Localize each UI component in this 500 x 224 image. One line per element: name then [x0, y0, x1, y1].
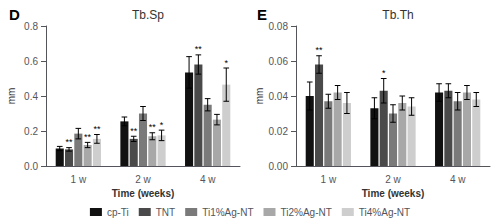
- svg-text:0.8: 0.8: [24, 21, 38, 32]
- svg-text:TNT: TNT: [156, 207, 175, 218]
- svg-text:Time (weeks): Time (weeks): [112, 188, 175, 199]
- svg-text:**: **: [66, 137, 74, 147]
- svg-text:Tb.Th: Tb.Th: [382, 8, 413, 22]
- svg-text:0.0: 0.0: [24, 161, 38, 172]
- svg-text:0.2: 0.2: [24, 126, 38, 137]
- svg-text:D: D: [9, 6, 20, 23]
- svg-text:cp-Ti: cp-Ti: [107, 207, 129, 218]
- svg-text:0.00: 0.00: [269, 161, 289, 172]
- svg-text:4 w: 4 w: [450, 174, 466, 185]
- svg-text:2 w: 2 w: [385, 174, 401, 185]
- svg-text:E: E: [257, 6, 267, 23]
- svg-text:0.06: 0.06: [269, 56, 289, 67]
- svg-text:0.4: 0.4: [24, 91, 38, 102]
- svg-text:4 w: 4 w: [200, 174, 216, 185]
- svg-text:Ti2%Ag-NT: Ti2%Ag-NT: [280, 207, 331, 218]
- svg-text:0.08: 0.08: [269, 21, 289, 32]
- svg-text:**: **: [316, 45, 324, 55]
- svg-text:*: *: [382, 68, 386, 78]
- svg-text:mm: mm: [254, 88, 265, 105]
- svg-text:Ti1%Ag-NT: Ti1%Ag-NT: [202, 207, 253, 218]
- svg-text:Ti4%Ag-NT: Ti4%Ag-NT: [359, 207, 410, 218]
- svg-text:*: *: [225, 58, 229, 68]
- svg-text:0.6: 0.6: [24, 56, 38, 67]
- svg-text:mm: mm: [6, 88, 17, 105]
- svg-text:**: **: [93, 124, 101, 134]
- svg-text:0.04: 0.04: [269, 91, 289, 102]
- svg-text:1 w: 1 w: [321, 174, 337, 185]
- svg-text:1 w: 1 w: [71, 174, 87, 185]
- svg-text:**: **: [195, 44, 203, 54]
- svg-text:0.02: 0.02: [269, 126, 289, 137]
- svg-text:**: **: [84, 132, 92, 142]
- svg-text:*: *: [160, 120, 164, 130]
- svg-text:**: **: [130, 126, 138, 136]
- svg-text:Tb.Sp: Tb.Sp: [132, 8, 164, 22]
- svg-text:Time (weeks): Time (weeks): [362, 188, 425, 199]
- svg-text:2 w: 2 w: [135, 174, 151, 185]
- svg-text:**: **: [149, 122, 157, 132]
